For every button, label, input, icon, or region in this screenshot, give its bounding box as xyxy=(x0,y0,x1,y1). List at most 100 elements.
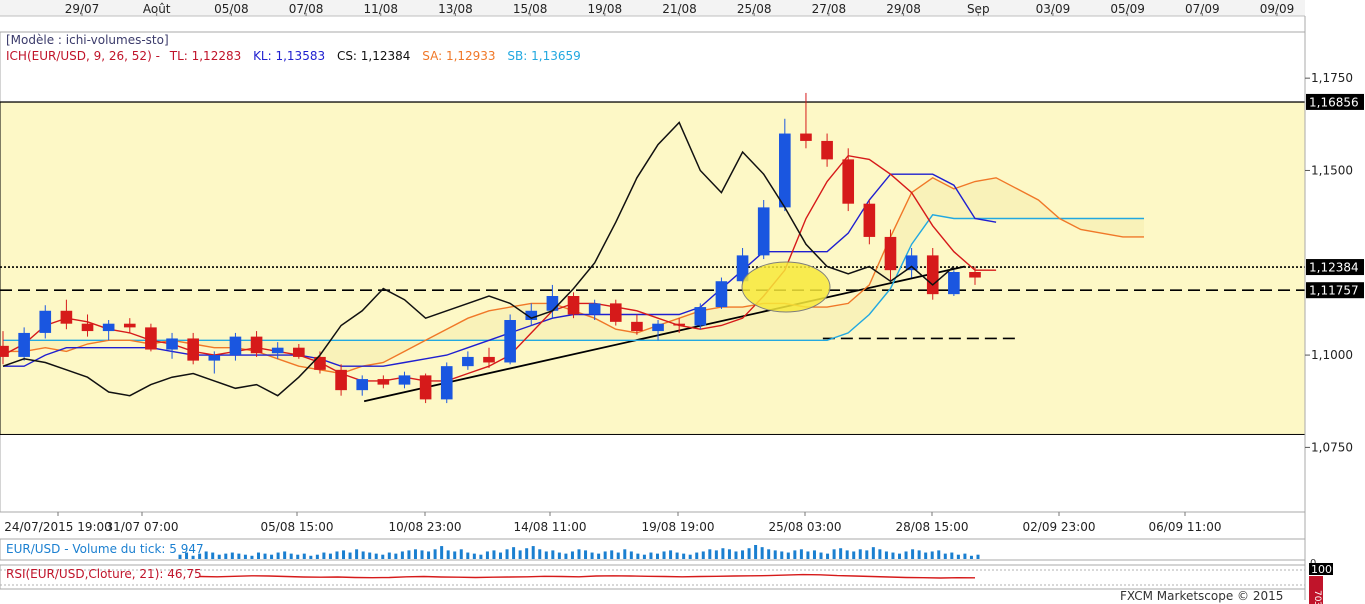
rsi-label: RSI(EUR/USD,Cloture, 21): 46,75 xyxy=(6,567,202,581)
volume-bar xyxy=(590,552,594,559)
volume-bar xyxy=(819,552,823,559)
candle-up xyxy=(715,281,728,308)
candle-up xyxy=(229,336,242,356)
volume-bar xyxy=(721,548,725,559)
legend-senkou-a: SA: 1,12933 xyxy=(422,49,495,63)
legend-tenkan: TL: 1,12283 xyxy=(169,49,242,63)
candle-down xyxy=(842,159,855,204)
candle-up xyxy=(18,332,30,357)
volume-bar xyxy=(969,555,973,559)
volume-bar xyxy=(446,550,450,559)
volume-bar xyxy=(217,554,221,559)
candle-down xyxy=(969,272,981,278)
volume-bar xyxy=(871,547,875,559)
volume-bar xyxy=(727,549,731,559)
volume-bar xyxy=(904,551,908,559)
ichimoku-cloud xyxy=(3,177,1144,374)
candle-up xyxy=(398,375,411,385)
volume-bar xyxy=(230,552,234,559)
volume-bar xyxy=(950,552,954,559)
top-date-label: 05/08 xyxy=(214,2,249,16)
top-date-label: 27/08 xyxy=(812,2,847,16)
ichimoku-legend: ICH(EUR/USD, 9, 26, 52) - TL: 1,12283 KL… xyxy=(6,49,581,63)
volume-bar xyxy=(335,551,339,559)
price-tag-box xyxy=(1306,93,1364,110)
volume-bar xyxy=(734,551,738,559)
price-tag-label: 1,12384 xyxy=(1309,261,1359,275)
volume-bar xyxy=(930,551,934,559)
rsi-level-70-label: 70 xyxy=(1312,590,1322,602)
volume-bar xyxy=(381,554,385,559)
candle-down xyxy=(673,323,685,326)
volume-bar xyxy=(688,554,692,559)
volume-bar xyxy=(440,546,444,559)
volume-bar xyxy=(826,553,830,559)
price-tag-box xyxy=(1306,282,1364,299)
legend-chikou: CS: 1,12384 xyxy=(337,49,410,63)
volume-bar xyxy=(551,550,555,559)
candle-up xyxy=(905,255,918,271)
top-date-label: 25/08 xyxy=(737,2,772,16)
volume-bar xyxy=(610,550,614,559)
bottom-date-label: 28/08 15:00 xyxy=(896,520,969,534)
volume-bar xyxy=(741,550,745,559)
volume-bar xyxy=(603,551,607,559)
range-box-group xyxy=(0,101,1306,435)
volume-bar xyxy=(387,552,391,559)
bottom-date-label: 25/08 03:00 xyxy=(769,520,842,534)
top-date-axis: 29/07 Août 05/08 07/08 11/08 13/08 15/08 19/08 2… xyxy=(65,2,1295,16)
volume-bar xyxy=(564,553,568,559)
top-date-label: 19/08 xyxy=(588,2,623,16)
volume-bar xyxy=(283,551,287,559)
volume-bar xyxy=(786,552,790,559)
volume-bar xyxy=(211,552,215,559)
volume-bar xyxy=(636,553,640,559)
bottom-date-label: 10/08 23:00 xyxy=(389,520,462,534)
candle-down xyxy=(567,296,580,315)
volume-bar xyxy=(760,547,764,559)
volume-bar xyxy=(937,550,941,559)
top-date-ticks xyxy=(81,13,1278,16)
top-date-label: Sep xyxy=(967,2,990,16)
top-date-label: 21/08 xyxy=(662,2,697,16)
candle-down xyxy=(123,323,136,328)
top-date-label: 11/08 xyxy=(363,2,398,16)
volume-bar xyxy=(682,553,686,559)
volume-bar xyxy=(256,552,260,559)
bottom-date-label: 06/09 11:00 xyxy=(1149,520,1222,534)
volume-bar xyxy=(355,549,359,559)
volume-bar xyxy=(492,550,496,559)
volume-bar xyxy=(544,551,548,559)
top-date-bar xyxy=(0,0,1305,16)
volume-bar xyxy=(237,553,241,559)
candle-down xyxy=(60,310,73,324)
volume-bar xyxy=(747,548,751,559)
volume-bar xyxy=(898,553,902,559)
candle-down xyxy=(335,369,347,391)
volume-bar xyxy=(557,552,561,559)
volume-bar xyxy=(767,549,771,559)
volume-bar xyxy=(525,548,529,559)
candle-down xyxy=(926,255,939,295)
price-axis: 1,1750 1,1500 1,1000 1,0750 xyxy=(1304,16,1353,600)
volume-bar xyxy=(466,552,470,559)
volume-bar xyxy=(845,550,849,559)
volume-bar xyxy=(315,554,319,559)
volume-bar xyxy=(963,553,967,559)
top-date-label: 07/09 xyxy=(1185,2,1220,16)
volume-bar xyxy=(413,549,417,559)
rsi-scale-levels-tag xyxy=(1309,576,1323,604)
highlight-ellipse xyxy=(741,261,831,313)
volume-bar xyxy=(597,553,601,559)
volume-bar xyxy=(400,551,404,559)
price-levels xyxy=(0,101,1305,340)
candle-up xyxy=(504,320,516,363)
volume-bars xyxy=(178,545,980,559)
candle-up xyxy=(546,296,559,311)
candle-up xyxy=(588,303,601,315)
volume-bar xyxy=(806,551,810,559)
legend-title: ICH(EUR/USD, 9, 26, 52) - xyxy=(6,49,160,63)
volume-bar xyxy=(884,551,888,559)
bottom-date-label: 31/07 07:00 xyxy=(106,520,179,534)
